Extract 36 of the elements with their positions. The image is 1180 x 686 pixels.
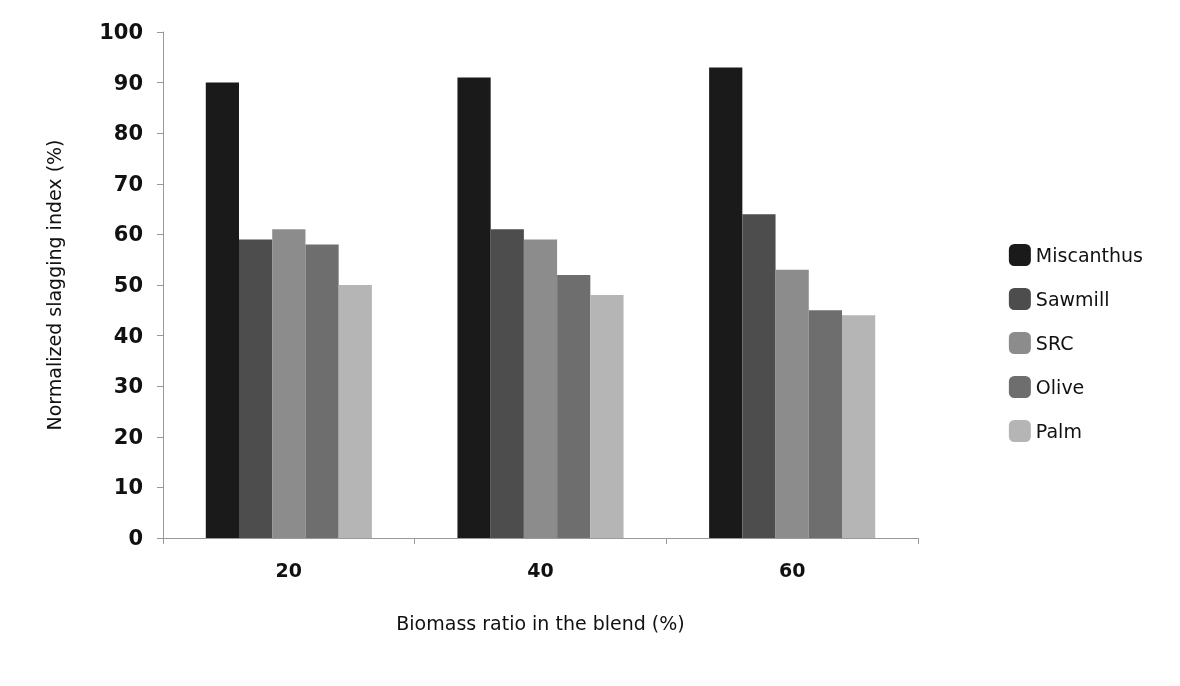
bar: [457, 77, 491, 538]
x-tick-label: 20: [275, 558, 303, 581]
y-tick-label: 20: [113, 424, 143, 449]
bar: [557, 274, 591, 538]
y-tick-label: 70: [113, 171, 143, 196]
x-axis-title: Biomass ratio in the blend (%): [396, 611, 685, 634]
bar: [775, 269, 809, 538]
legend-label: Olive: [1035, 376, 1085, 398]
bar: [808, 310, 842, 538]
y-axis-title: Normalized slagging index (%): [42, 139, 65, 431]
y-tick-label: 80: [113, 121, 143, 146]
bar: [239, 239, 273, 538]
bar: [272, 229, 306, 538]
y-tick-label: 0: [128, 526, 143, 550]
x-tick-label: 60: [778, 558, 806, 581]
y-tick-label: 10: [113, 475, 143, 500]
bar: [305, 244, 339, 538]
bar: [742, 214, 776, 538]
legend-label: Miscanthus: [1035, 244, 1144, 266]
y-tick-label: 100: [99, 20, 143, 44]
bar: [590, 295, 624, 538]
y-tick-label: 60: [113, 222, 143, 247]
y-tick-label: 50: [113, 273, 143, 297]
legend-label: Palm: [1035, 420, 1082, 442]
bar: [338, 285, 372, 538]
bar: [842, 315, 876, 538]
x-tick-label: 40: [527, 558, 554, 581]
y-tick-label: 40: [113, 323, 143, 348]
bar: [523, 239, 558, 538]
bar: [205, 82, 239, 538]
bar: [709, 67, 743, 538]
y-tick-label: 90: [113, 70, 143, 95]
bar: [490, 229, 524, 538]
legend-label: SRC: [1035, 332, 1074, 354]
y-tick-label: 30: [113, 374, 143, 399]
legend-label: Sawmill: [1035, 288, 1110, 310]
